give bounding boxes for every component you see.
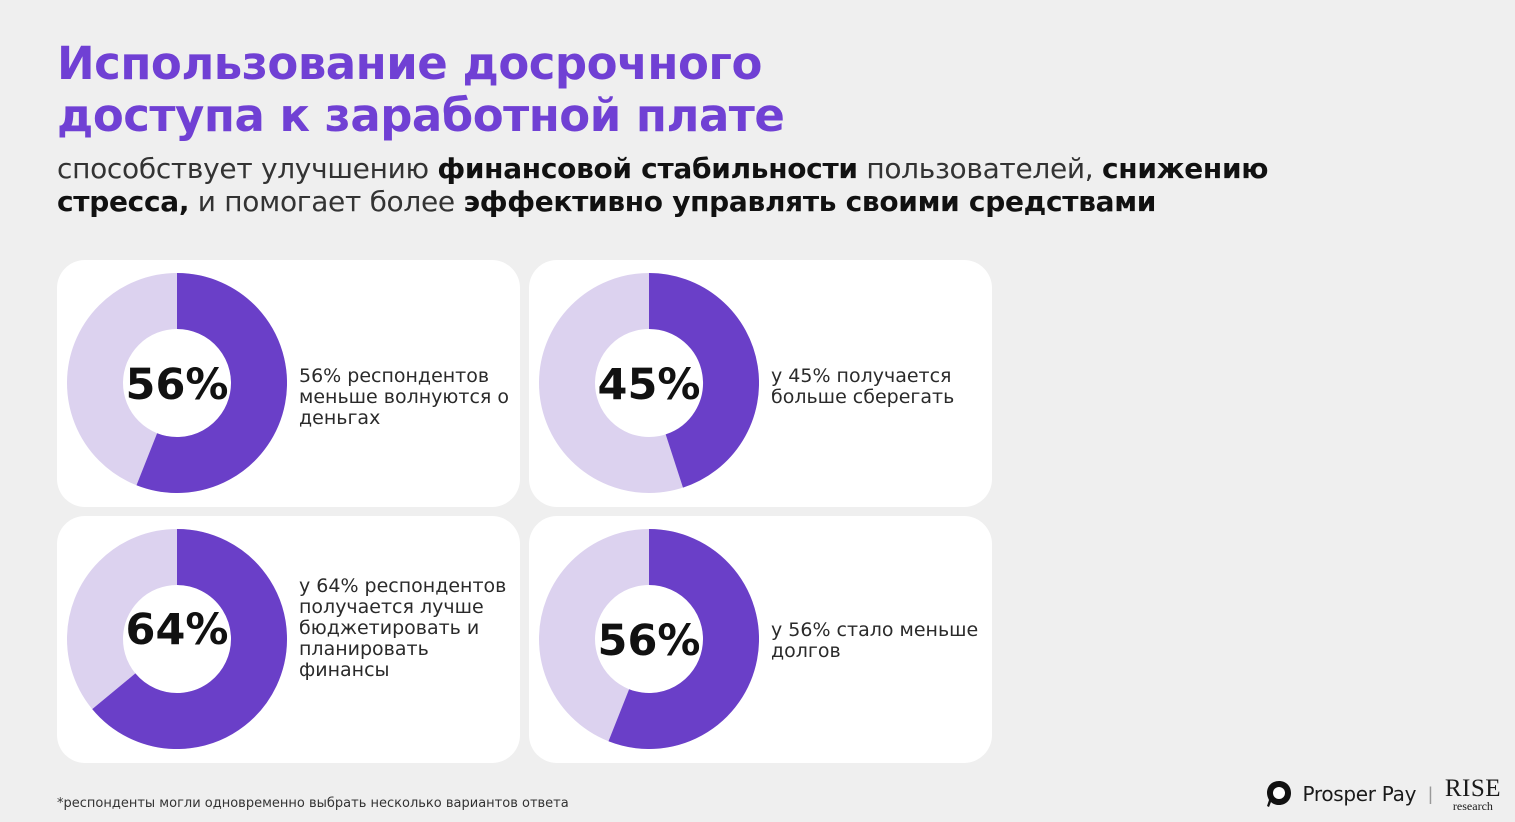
rise-wordmark: RISE: [1444, 775, 1501, 802]
donut-chart-savings: [539, 273, 759, 493]
subtitle-bold-2: снижению стресса,: [57, 152, 1269, 218]
percentage-label: 56%: [125, 360, 229, 410]
stat-description: у 64% респондентов получается лучше бюдж…: [299, 575, 507, 681]
donut-filled-segment: [92, 529, 287, 749]
footnote: *респонденты могли одновременно выбрать …: [57, 796, 569, 811]
donut-filled-segment: [136, 273, 287, 493]
donut-filled-segment: [608, 529, 759, 749]
donut-filled-segment: [647, 273, 759, 488]
stat-card-worry: 56% 56% респондентов меньше волнуются о …: [57, 260, 520, 507]
stat-description: у 56% стало меньше долгов: [771, 619, 979, 662]
prosper-pay-wordmark: Prosper Pay: [1302, 782, 1417, 806]
stat-card-debt: 56% у 56% стало меньше долгов: [529, 516, 992, 763]
stat-description: у 45% получается больше сберегать: [771, 365, 955, 408]
percentage-label: 64%: [125, 605, 229, 655]
subtitle-bold-3: эффективно управлять своими средствами: [463, 185, 1157, 218]
subtitle-part-1: способствует улучшению: [57, 152, 438, 185]
percentage-label: 45%: [597, 360, 701, 410]
page-subtitle: способствует улучшению финансовой стабил…: [57, 152, 1377, 218]
percentage-label: 56%: [597, 616, 701, 666]
donut-chart-worry: [67, 273, 287, 493]
donut-chart-debt: [539, 529, 759, 749]
stat-card-savings: 45% у 45% получается больше сберегать: [529, 260, 992, 507]
stat-card-budget: 64% у 64% респондентов получается лучше …: [57, 516, 520, 763]
subtitle-part-3: и помогает более: [189, 185, 464, 218]
title-line-1: Использование досрочного: [57, 37, 762, 90]
logo-separator: |: [1428, 783, 1433, 804]
title-line-2: доступа к заработной плате: [57, 89, 785, 142]
stat-description: 56% респондентов меньше волнуются о день…: [299, 365, 509, 429]
page-title: Использование досрочного доступа к зараб…: [57, 38, 957, 142]
brand-logos: Prosper Pay | RISE research: [1264, 776, 1501, 812]
rise-research-logo: RISE research: [1445, 776, 1501, 812]
research-wordmark: research: [1452, 799, 1493, 813]
donut-chart-budget: [67, 529, 287, 749]
subtitle-bold-1: финансовой стабильности: [437, 152, 858, 185]
prosper-pay-logo-icon: [1267, 781, 1292, 807]
subtitle-part-2: пользователей,: [857, 152, 1102, 185]
